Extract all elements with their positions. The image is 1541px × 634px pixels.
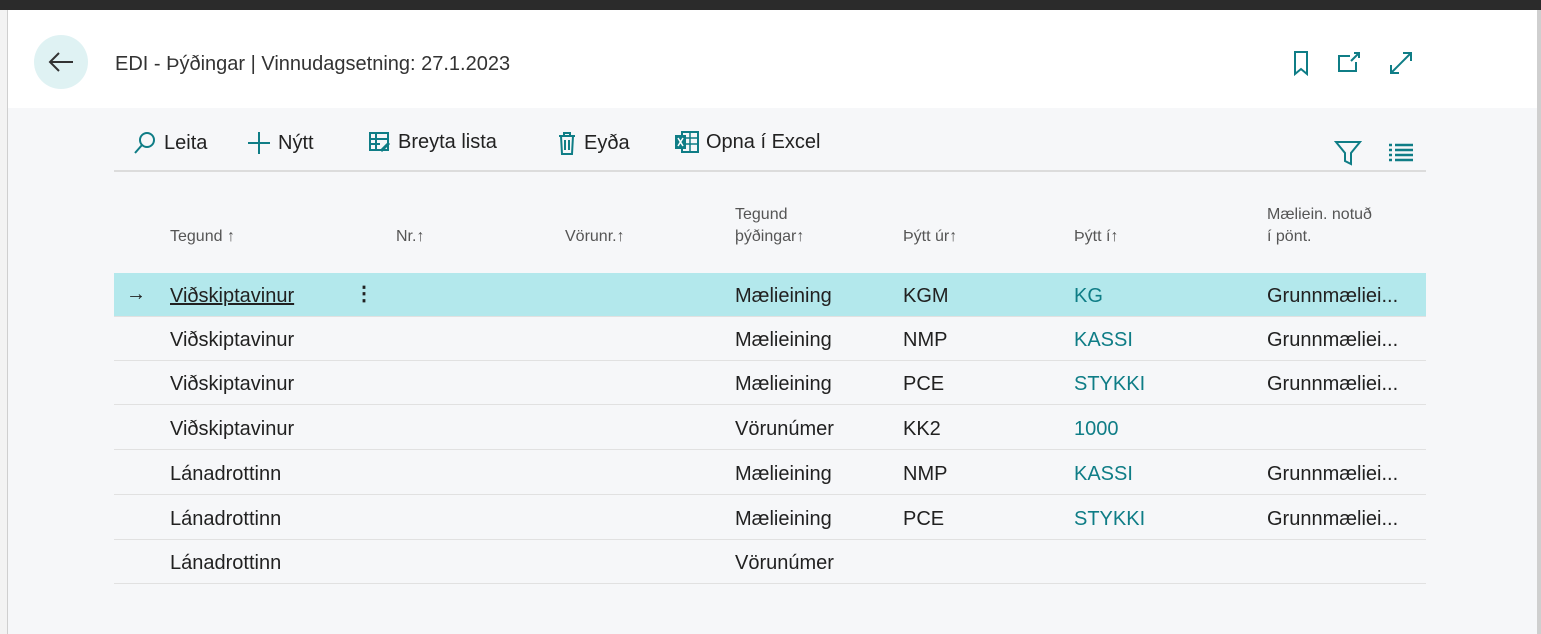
table-row[interactable]: Lánadrottinn Vörunúmer (114, 540, 1426, 584)
trash-icon (559, 132, 575, 155)
row-from: PCE (903, 508, 945, 530)
background-page (0, 10, 8, 634)
table-row[interactable]: Viðskiptavinur Vörunúmer KK2 1000 (114, 406, 1426, 450)
column-header-to[interactable]: Þýtt í↑ (1074, 228, 1119, 245)
row-type[interactable]: Lánadrottinn (170, 463, 282, 485)
row-type[interactable]: Viðskiptavinur (170, 418, 295, 440)
new-label: Nýtt (278, 131, 314, 154)
open-in-excel-button[interactable]: Opna í Excel (674, 130, 821, 154)
action-bar: Leita Nýtt Breyta lista Eyða Opna í Exce… (114, 120, 1426, 172)
back-button[interactable] (34, 35, 88, 89)
table-row[interactable]: Viðskiptavinur Mælieining NMP KASSI Grunnmæl… (114, 317, 1426, 361)
row-translation-type: Mælieining (735, 463, 832, 485)
row-translation-type: Mælieining (735, 373, 832, 395)
delete-button[interactable]: Eyða (556, 130, 630, 156)
column-header-no[interactable]: Nr.↑ (396, 228, 425, 245)
edit-list-label: Breyta lista (398, 130, 497, 153)
row-from: PCE (903, 373, 945, 395)
expand-icon[interactable] (1388, 50, 1414, 76)
row-to[interactable]: STYKKI (1074, 373, 1146, 395)
row-uom: Grunnmæliei... (1267, 508, 1399, 530)
row-actions-menu-icon[interactable]: ⋮ (354, 283, 374, 305)
row-to[interactable]: STYKKI (1074, 508, 1146, 530)
new-button[interactable]: Nýtt (246, 130, 314, 156)
top-bar (0, 0, 1541, 10)
edit-list-button[interactable]: Breyta lista (368, 130, 497, 154)
page-title: EDI - Þýðingar | Vinnudagsetning: 27.1.2… (115, 53, 511, 75)
row-uom: Grunnmæliei... (1267, 373, 1399, 395)
dialog-header: EDI - Þýðingar | Vinnudagsetning: 27.1.2… (8, 10, 1537, 108)
row-translation-type: Vörunúmer (735, 418, 834, 440)
row-translation-type: Mælieining (735, 285, 832, 307)
row-from: NMP (903, 463, 948, 485)
row-type[interactable]: Lánadrottinn (170, 508, 282, 530)
table-row[interactable]: Viðskiptavinur Mælieining PCE STYKKI Grunnmæ… (114, 361, 1426, 405)
row-from: KK2 (903, 418, 941, 440)
column-header-type[interactable]: Tegund ↑ (170, 228, 235, 245)
row-type[interactable]: Viðskiptavinur (170, 373, 295, 395)
list-view-icon[interactable] (1388, 142, 1414, 164)
bookmark-icon[interactable] (1288, 50, 1314, 76)
search-label: Leita (164, 131, 208, 154)
background-page-right (1537, 10, 1541, 634)
row-uom: Grunnmæliei... (1267, 329, 1399, 351)
row-uom: Grunnmæliei... (1267, 463, 1399, 485)
table-row[interactable]: → ⋮ Viðskiptavinur Mælieining KGM KG Grunnmæli… (114, 273, 1426, 317)
row-type[interactable]: Viðskiptavinur (170, 329, 295, 351)
row-from: KGM (903, 285, 949, 307)
row-from: NMP (903, 329, 948, 351)
search-button[interactable]: Leita (132, 130, 207, 156)
row-translation-type: Vörunúmer (735, 552, 834, 574)
excel-icon (675, 131, 699, 153)
row-uom: Grunnmæliei... (1267, 285, 1399, 307)
row-to[interactable]: KASSI (1074, 329, 1133, 351)
table-row[interactable]: Lánadrottinn Mælieining PCE STYKKI Grunnmæli… (114, 496, 1426, 540)
back-arrow-icon (48, 52, 73, 72)
column-header-translation-type[interactable]: Tegund þýðingar↑ (735, 206, 805, 245)
filter-icon[interactable] (1334, 140, 1362, 166)
row-to[interactable]: KG (1074, 285, 1103, 307)
row-to[interactable]: 1000 (1074, 418, 1119, 440)
column-header-uom[interactable]: Mæliein. notuð í pönt. (1267, 206, 1372, 245)
row-type[interactable]: Viðskiptavinur (170, 285, 295, 307)
column-header-item-no[interactable]: Vörunr.↑ (565, 228, 625, 245)
plus-icon (248, 132, 270, 154)
row-to[interactable]: KASSI (1074, 463, 1133, 485)
search-icon (134, 132, 155, 154)
row-translation-type: Mælieining (735, 508, 832, 530)
current-row-arrow-icon: → (126, 283, 146, 305)
edit-list-icon (369, 132, 391, 153)
open-in-excel-label: Opna í Excel (706, 130, 821, 153)
dialog: EDI - Þýðingar | Vinnudagsetning: 27.1.2… (8, 10, 1537, 634)
open-new-window-icon[interactable] (1336, 50, 1362, 76)
delete-label: Eyða (584, 131, 630, 154)
table-row[interactable]: Lánadrottinn Mælieining NMP KASSI Grunnmælie… (114, 451, 1426, 495)
row-translation-type: Mælieining (735, 329, 832, 351)
column-header-from[interactable]: Þýtt úr↑ (903, 228, 958, 245)
row-type[interactable]: Lánadrottinn (170, 552, 282, 574)
